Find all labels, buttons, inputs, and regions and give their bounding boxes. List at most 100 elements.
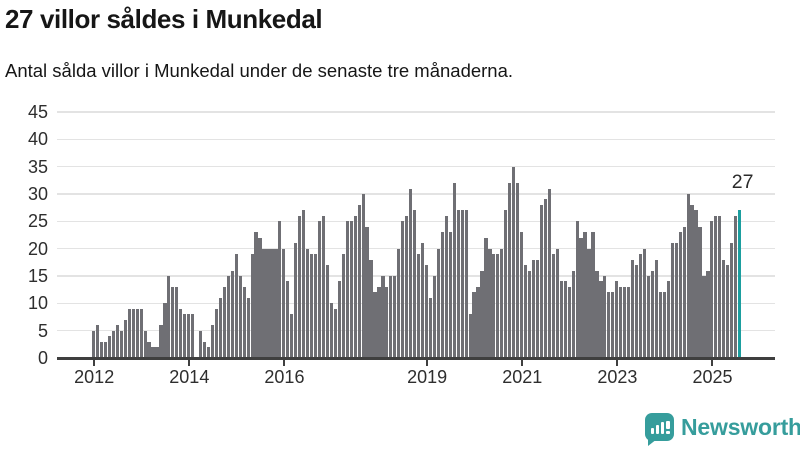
bar [702,275,706,358]
bar [135,308,139,358]
bar [175,286,179,358]
bar [678,232,682,358]
bar [646,275,651,358]
bar [214,308,219,358]
bar [306,248,310,358]
bar [484,237,488,358]
bar [662,292,666,358]
bar [270,248,274,358]
bar [155,347,159,358]
x-axis-tick [521,360,523,366]
bar [690,204,694,358]
bar [282,248,286,358]
bar [123,319,127,358]
newsworthy-logo-icon [645,413,674,446]
bar [377,286,381,358]
bar [226,275,230,358]
y-axis-label: 35 [27,156,48,177]
highlighted-bar [738,210,742,358]
gridline [57,138,775,141]
bar [111,330,115,358]
bar [183,314,187,358]
bar [722,259,726,358]
bar [666,281,670,358]
bar [337,281,341,358]
bar [464,210,468,358]
bar [524,265,528,358]
bar [456,210,460,358]
bar [539,204,544,358]
bar [238,275,242,358]
bar [191,314,195,358]
bar [436,248,440,358]
bar [527,270,532,358]
bar [440,232,444,358]
gridline [57,111,775,113]
x-axis-tick [283,360,286,366]
bar [468,314,472,358]
x-axis-tick [188,360,190,366]
bar [258,237,262,358]
bar [714,215,718,358]
bar [246,297,250,358]
x-axis-label: 2014 [169,367,210,387]
bar [313,254,318,358]
bar [670,243,674,358]
bar [413,210,417,358]
x-axis-line [57,357,775,360]
bar [472,292,476,358]
bar [131,308,135,358]
bar [341,254,345,358]
bar [92,330,96,358]
bar [187,314,191,358]
bar [397,248,401,358]
bar [634,265,639,358]
bar [353,215,357,358]
bar [563,281,567,358]
bar [147,341,151,358]
bar [416,254,421,358]
bar [452,183,456,358]
bar [262,248,266,358]
x-axis-label: 2025 [692,367,733,387]
y-axis-label: 0 [37,348,48,368]
bar [393,275,397,358]
bar [206,347,211,358]
bar [654,259,658,358]
bar [642,248,647,358]
bar [595,270,599,358]
x-axis-tick [426,360,428,366]
bar [321,215,326,358]
logo-speech-tail [648,439,657,446]
x-axis-tick [616,360,618,366]
bar [674,243,678,358]
bar [650,270,655,358]
gridline [57,193,775,195]
bar [115,325,119,358]
bar [222,286,226,358]
bar [317,221,322,358]
bar [611,292,615,358]
x-axis-label: 2023 [597,367,638,387]
bar [210,325,215,358]
bar [726,265,730,358]
bar [631,259,635,358]
bar [575,221,579,358]
bar [492,254,496,358]
bar [409,188,413,358]
bar [294,243,298,358]
bar [615,281,619,358]
bar [730,243,734,358]
logo-bar-icon [660,421,665,434]
bar [290,314,294,358]
bar [559,281,563,358]
bar [163,303,167,358]
bar [496,254,500,358]
bar [309,254,314,358]
bar [99,341,104,358]
bar [119,330,123,358]
bar [658,292,662,358]
bar [543,199,547,358]
last-value-label: 27 [731,171,754,193]
chart-title: 27 villor såldes i Munkedal [5,4,323,34]
